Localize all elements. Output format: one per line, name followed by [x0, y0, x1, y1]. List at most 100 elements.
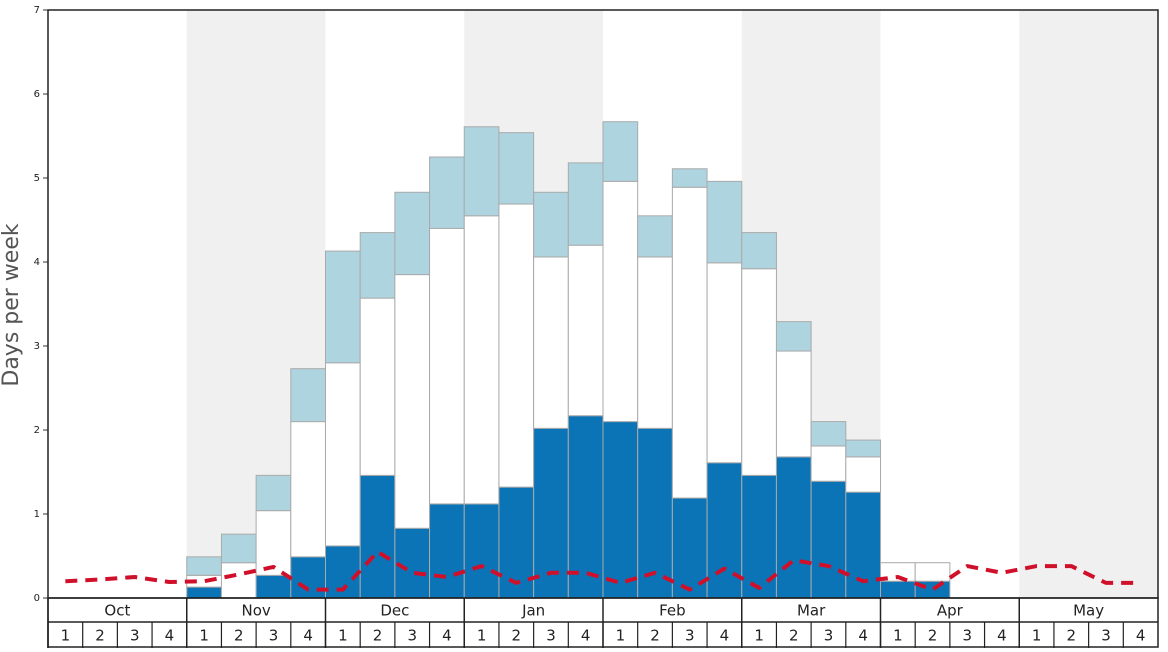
bar-segment — [463, 503, 500, 599]
x-tick-label: 2 — [650, 627, 660, 645]
x-tick-label: 2 — [95, 627, 105, 645]
x-tick-label: 4 — [581, 627, 591, 645]
bar-segment — [637, 215, 673, 258]
bar-segment — [706, 180, 743, 264]
bar-segment — [290, 421, 326, 558]
x-tick-label: 4 — [720, 627, 730, 645]
y-tick-label: 4 — [34, 257, 40, 268]
y-tick-label: 3 — [34, 341, 40, 352]
bar-segment — [463, 126, 500, 217]
bar-segment — [186, 586, 222, 599]
bar-segment — [810, 445, 847, 482]
bar-segment — [533, 427, 569, 599]
bar-segment — [220, 533, 257, 564]
x-tick-label: 3 — [962, 627, 972, 645]
bar-segment — [359, 474, 396, 599]
x-tick-label: 3 — [407, 627, 417, 645]
month-label: Oct — [104, 602, 130, 620]
bar-segment — [498, 132, 535, 205]
x-tick-label: 1 — [893, 627, 903, 645]
bar-segment — [533, 256, 569, 429]
x-tick-label: 2 — [234, 627, 244, 645]
bar-segment — [845, 439, 881, 458]
x-tick-label: 1 — [616, 627, 626, 645]
bar-segment — [602, 421, 639, 599]
x-tick-label: 4 — [997, 627, 1007, 645]
bar-segment — [325, 250, 361, 364]
x-tick-label: 4 — [303, 627, 313, 645]
bar-segment — [775, 350, 812, 458]
bar-segment — [671, 186, 708, 499]
y-axis-label: Days per week — [0, 223, 24, 386]
bar-segment — [775, 321, 812, 352]
x-tick-label: 1 — [754, 627, 764, 645]
x-tick-label: 1 — [477, 627, 487, 645]
x-tick-label: 2 — [928, 627, 938, 645]
bar-segment — [394, 527, 431, 599]
x-tick-label: 4 — [442, 627, 452, 645]
bar-segment — [810, 421, 847, 447]
month-label: Mar — [797, 602, 826, 620]
x-tick-label: 3 — [269, 627, 279, 645]
month-label: Jan — [521, 602, 545, 620]
month-label: Feb — [659, 602, 686, 620]
bar-segment — [255, 510, 292, 576]
bar-segment — [498, 203, 535, 488]
x-tick-label: 3 — [546, 627, 556, 645]
x-tick-label: 2 — [789, 627, 799, 645]
x-tick-label: 4 — [858, 627, 868, 645]
bar-segment — [741, 232, 777, 270]
month-label: Nov — [241, 602, 270, 620]
month-label: May — [1073, 602, 1104, 620]
x-tick-label: 1 — [1032, 627, 1042, 645]
x-tick-label: 2 — [1067, 627, 1077, 645]
bar-segment — [914, 562, 951, 582]
bar-segment — [463, 215, 500, 505]
bar-segment — [637, 256, 673, 429]
y-tick-label: 5 — [34, 173, 40, 184]
bar-segment — [290, 368, 326, 423]
bar-segment — [706, 462, 743, 599]
bar-segment — [567, 415, 604, 599]
bar-segment — [255, 574, 292, 599]
bar-segment — [741, 268, 777, 476]
month-label: Dec — [380, 602, 409, 620]
x-tick-label: 1 — [338, 627, 348, 645]
bar-segment — [429, 503, 465, 599]
bar-segment — [533, 191, 569, 258]
month-label: Apr — [937, 602, 964, 620]
bar-segment — [810, 480, 847, 599]
x-tick-label: 2 — [512, 627, 522, 645]
x-tick-label: 4 — [1136, 627, 1146, 645]
bar-segment — [359, 232, 396, 299]
y-tick-label: 0 — [34, 593, 40, 604]
y-tick-label: 6 — [34, 89, 40, 100]
bar-segment — [671, 168, 708, 188]
bar-segment — [394, 191, 431, 276]
bar-segment — [220, 562, 257, 599]
x-tick-label: 2 — [373, 627, 383, 645]
bar-segment — [602, 121, 639, 182]
bar-segment — [706, 262, 743, 464]
month-band — [1019, 10, 1158, 598]
x-tick-label: 1 — [61, 627, 71, 645]
bar-segment — [498, 486, 535, 599]
bar-segment — [637, 427, 673, 599]
x-tick-label: 3 — [685, 627, 695, 645]
bar-segment — [567, 244, 604, 417]
x-tick-label: 3 — [824, 627, 834, 645]
x-tick-label: 3 — [130, 627, 140, 645]
bar-segment — [845, 456, 881, 493]
x-tick-label: 3 — [1101, 627, 1111, 645]
average-line — [65, 549, 1141, 592]
bar-segment — [429, 227, 465, 505]
bar-segment — [602, 180, 639, 423]
bar-segment — [775, 456, 812, 599]
bar-segment — [255, 474, 292, 512]
bar-segment — [186, 556, 222, 576]
bar-segment — [880, 580, 916, 599]
bar-segment — [567, 162, 604, 246]
bar-segment — [394, 274, 431, 529]
y-tick-label: 7 — [34, 5, 40, 16]
